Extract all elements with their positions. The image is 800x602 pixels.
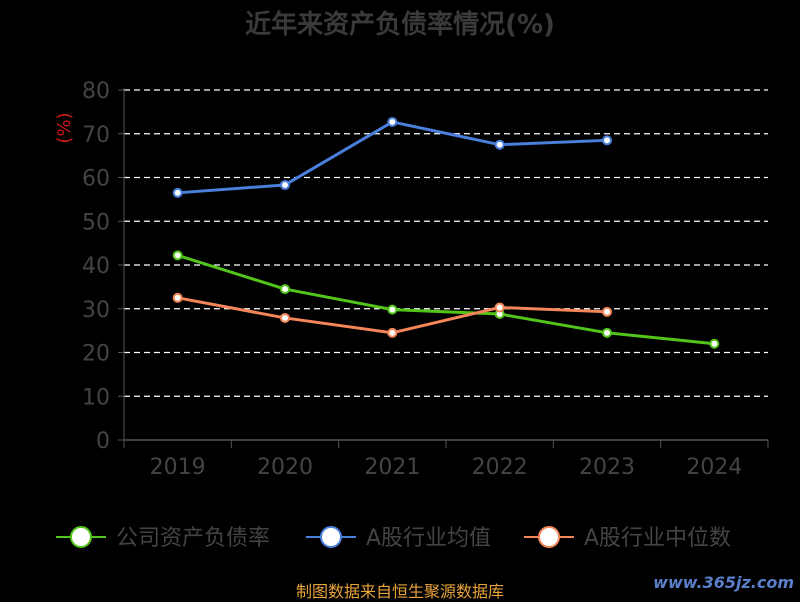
legend-label: A股行业中位数 xyxy=(584,526,731,551)
data-point xyxy=(387,327,398,338)
grid-lines xyxy=(124,89,768,397)
data-point xyxy=(280,284,290,295)
legend-label: A股行业均值 xyxy=(366,526,491,551)
data-point xyxy=(494,302,505,313)
y-tick-label: 60 xyxy=(82,167,110,192)
axes: 0 10 20 30 40 50 60 70 80 2019 2020 2021 2022 2023 202… xyxy=(54,79,769,480)
source-note: 制图数据来自恒生聚源数据库 xyxy=(295,582,504,601)
y-tick-label: 50 xyxy=(82,210,110,235)
series-line xyxy=(177,253,715,346)
data-point xyxy=(602,135,612,146)
data-point xyxy=(172,187,183,198)
y-tick-label: 40 xyxy=(82,254,110,279)
series-line xyxy=(177,296,608,335)
x-tick-label: 2020 xyxy=(257,455,313,480)
data-point xyxy=(602,327,612,338)
data-point xyxy=(280,312,290,323)
x-tick-label: 2019 xyxy=(150,455,206,480)
data-point xyxy=(709,338,720,349)
y-tick-label: 70 xyxy=(82,123,110,148)
y-tick-label: 10 xyxy=(82,385,110,410)
data-point xyxy=(172,292,183,303)
legend-marker xyxy=(320,526,342,548)
chart-title: 近年来资产负债率情况(%) xyxy=(245,10,555,40)
y-tick-label: 0 xyxy=(96,429,110,454)
data-point xyxy=(280,179,290,190)
x-tick-label: 2023 xyxy=(579,455,635,480)
legend-marker xyxy=(538,526,560,548)
y-axis-label: (%) xyxy=(54,112,75,143)
legend-label: 公司资产负债率 xyxy=(116,526,270,551)
y-tick-label: 20 xyxy=(82,342,110,367)
series-line xyxy=(177,120,608,195)
y-tick-label: 80 xyxy=(82,79,110,104)
legend: 公司资产负债率 A股行业均值 A股行业中位数 xyxy=(56,526,731,551)
data-point xyxy=(494,139,505,150)
series-lines xyxy=(172,116,720,349)
data-point xyxy=(172,250,183,261)
legend-marker xyxy=(70,526,92,548)
y-tick-label: 30 xyxy=(82,298,110,323)
data-point xyxy=(387,304,398,315)
x-tick-label: 2021 xyxy=(364,455,420,480)
data-point xyxy=(387,116,398,127)
watermark: www.365jz.com xyxy=(653,573,794,592)
x-tick-label: 2022 xyxy=(472,455,528,480)
data-point xyxy=(602,306,612,317)
x-tick-label: 2024 xyxy=(686,455,742,480)
